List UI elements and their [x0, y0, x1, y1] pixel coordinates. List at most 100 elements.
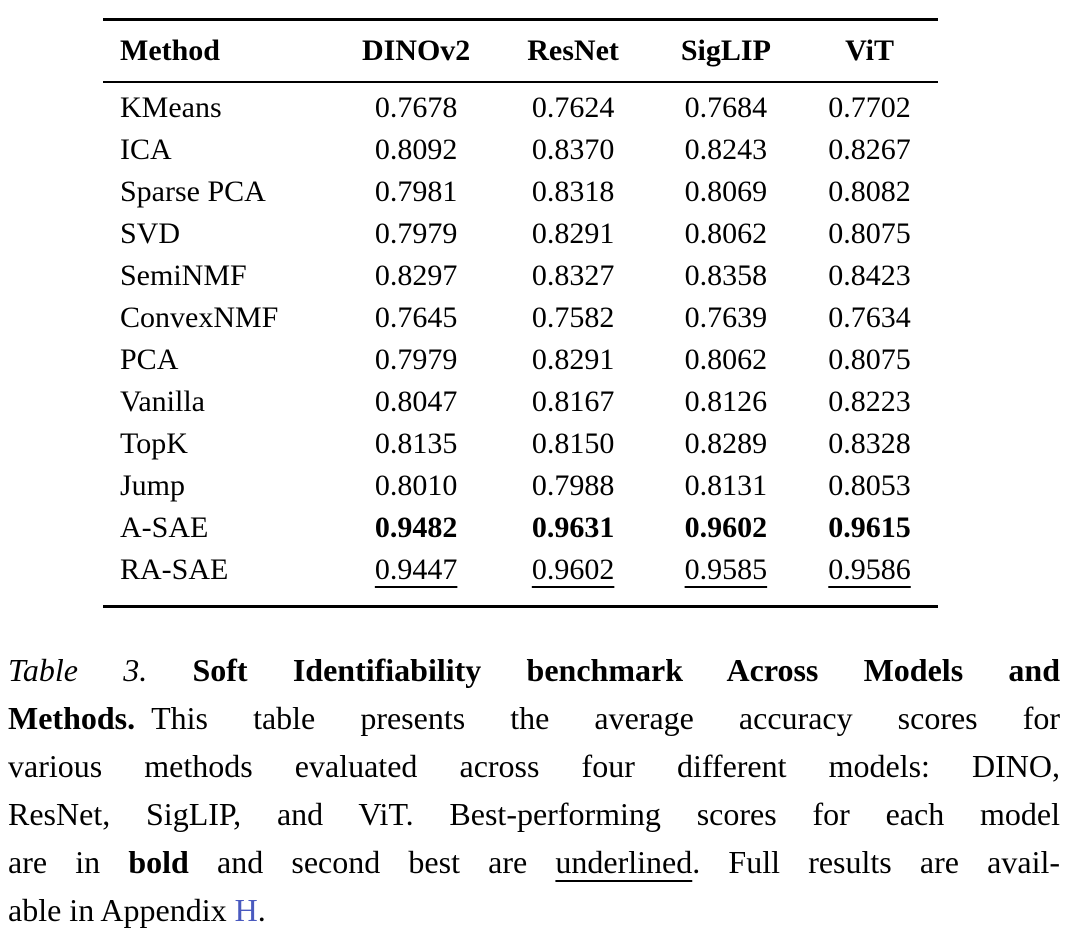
score-value: 0.7624 [531, 91, 615, 124]
table-row-topk: TopK 0.8135 0.8150 0.8289 0.8328 [103, 423, 938, 465]
value-cell: 0.8328 [801, 423, 938, 465]
table-row-ra-sae: RA-SAE 0.9447 0.9602 0.9585 0.9586 [103, 549, 938, 607]
caption-text: . Full results are avail- [692, 844, 1060, 880]
method-cell: ICA [120, 133, 172, 166]
value-cell: 0.8167 [495, 381, 650, 423]
caption-line: various methods evaluated across four di… [8, 742, 1060, 790]
method-cell: Jump [120, 469, 186, 502]
score-value: 0.8167 [531, 385, 615, 418]
caption-text: . [257, 892, 266, 928]
score-value: 0.7634 [828, 301, 911, 334]
value-cell: 0.8150 [495, 423, 650, 465]
value-cell: 0.7624 [495, 82, 650, 129]
score-value: 0.8150 [531, 427, 615, 460]
caption-text: underlined [555, 844, 693, 880]
value-cell: 0.9482 [337, 507, 496, 549]
value-cell: 0.8223 [801, 381, 938, 423]
value-cell: 0.8327 [495, 255, 650, 297]
value-cell: 0.8126 [651, 381, 801, 423]
value-cell: 0.8062 [651, 339, 801, 381]
value-cell: 0.8082 [801, 171, 938, 213]
value-cell: 0.8423 [801, 255, 938, 297]
value-cell: 0.7645 [337, 297, 496, 339]
caption-text: bold [128, 844, 189, 880]
table-row-pca: PCA 0.7979 0.8291 0.8062 0.8075 [103, 339, 938, 381]
caption-text: and second best are [188, 844, 556, 880]
method-cell: KMeans [120, 91, 222, 124]
method-cell: SVD [120, 217, 181, 250]
score-value: 0.8291 [531, 343, 615, 376]
method-cell: A-SAE [120, 511, 209, 544]
value-cell: 0.8289 [651, 423, 801, 465]
score-value: 0.8327 [531, 259, 615, 292]
table-row-ica: ICA 0.8092 0.8370 0.8243 0.8267 [103, 129, 938, 171]
value-cell: 0.7639 [651, 297, 801, 339]
score-value: 0.8328 [828, 427, 911, 460]
score-value: 0.7981 [374, 175, 458, 208]
header-row: Method DINOv2 ResNet SigLIP ViT [103, 19, 938, 83]
table-row-sparse-pca: Sparse PCA 0.7981 0.8318 0.8069 0.8082 [103, 171, 938, 213]
table-row-jump: Jump 0.8010 0.7988 0.8131 0.8053 [103, 465, 938, 507]
score-value: 0.8358 [684, 259, 768, 292]
value-cell: 0.8047 [337, 381, 496, 423]
score-value: 0.8297 [374, 259, 458, 292]
method-cell: Vanilla [120, 385, 205, 418]
value-cell: 0.7979 [337, 339, 496, 381]
method-cell: PCA [120, 343, 179, 376]
value-cell: 0.8010 [337, 465, 496, 507]
score-value: 0.7645 [374, 301, 458, 334]
table-row-kmeans: KMeans 0.7678 0.7624 0.7684 0.7702 [103, 82, 938, 129]
column-header-dinov2: DINOv2 [336, 19, 496, 83]
score-value: 0.7684 [684, 91, 768, 124]
appendix-h-link[interactable]: H [234, 892, 258, 928]
method-cell: TopK [120, 427, 188, 460]
value-cell: 0.7979 [337, 213, 496, 255]
table-header-row: Method DINOv2 ResNet SigLIP ViT [103, 19, 938, 83]
value-cell: 0.8318 [495, 171, 650, 213]
score-value: 0.7988 [531, 469, 615, 502]
value-cell: 0.9615 [801, 507, 938, 549]
caption-text: Table 3. [8, 652, 193, 688]
value-cell: 0.9602 [495, 549, 650, 607]
score-value: 0.8092 [374, 133, 458, 166]
value-cell: 0.9585 [651, 549, 801, 607]
score-value: 0.7582 [531, 301, 615, 334]
caption-line: able in Appendix H. [8, 886, 1060, 934]
score-value: 0.9447 [374, 553, 458, 586]
score-value: 0.7639 [684, 301, 768, 334]
score-value: 0.8053 [828, 469, 911, 502]
caption-text: are in [8, 844, 129, 880]
caption-line: Table 3. Soft Identifiability benchmark … [8, 646, 1060, 694]
table-row-svd: SVD 0.7979 0.8291 0.8062 0.8075 [103, 213, 938, 255]
value-cell: 0.8291 [495, 213, 650, 255]
score-value: 0.7979 [374, 343, 458, 376]
value-cell: 0.8131 [651, 465, 801, 507]
value-cell: 0.8135 [337, 423, 496, 465]
score-value: 0.8075 [828, 343, 911, 376]
results-table-container: Method DINOv2 ResNet SigLIP ViT KMeans 0.7678… [103, 18, 938, 608]
column-header-resnet: ResNet [495, 19, 651, 83]
value-cell: 0.8243 [651, 129, 801, 171]
score-value: 0.7702 [828, 91, 911, 124]
score-value: 0.8267 [828, 133, 911, 166]
table-row-seminmf: SemiNMF 0.8297 0.8327 0.8358 0.8423 [103, 255, 938, 297]
value-cell: 0.9586 [801, 549, 938, 607]
score-value: 0.8423 [828, 259, 911, 292]
table-row-convexnmf: ConvexNMF 0.7645 0.7582 0.7639 0.7634 [103, 297, 938, 339]
column-header-siglip: SigLIP [650, 19, 802, 83]
score-value: 0.8010 [374, 469, 458, 502]
score-value: 0.9602 [531, 553, 615, 586]
score-value: 0.9585 [684, 553, 768, 586]
column-header-vit: ViT [801, 19, 938, 83]
value-cell: 0.8069 [651, 171, 801, 213]
value-cell: 0.8053 [801, 465, 938, 507]
score-value: 0.9586 [828, 553, 911, 586]
value-cell: 0.7684 [651, 82, 801, 129]
table-body: KMeans 0.7678 0.7624 0.7684 0.7702 ICA 0.8092 0… [103, 82, 938, 607]
value-cell: 0.8075 [801, 213, 938, 255]
value-cell: 0.8297 [337, 255, 496, 297]
table-row-vanilla: Vanilla 0.8047 0.8167 0.8126 0.8223 [103, 381, 938, 423]
score-value: 0.9631 [531, 511, 615, 544]
score-value: 0.9602 [684, 511, 768, 544]
